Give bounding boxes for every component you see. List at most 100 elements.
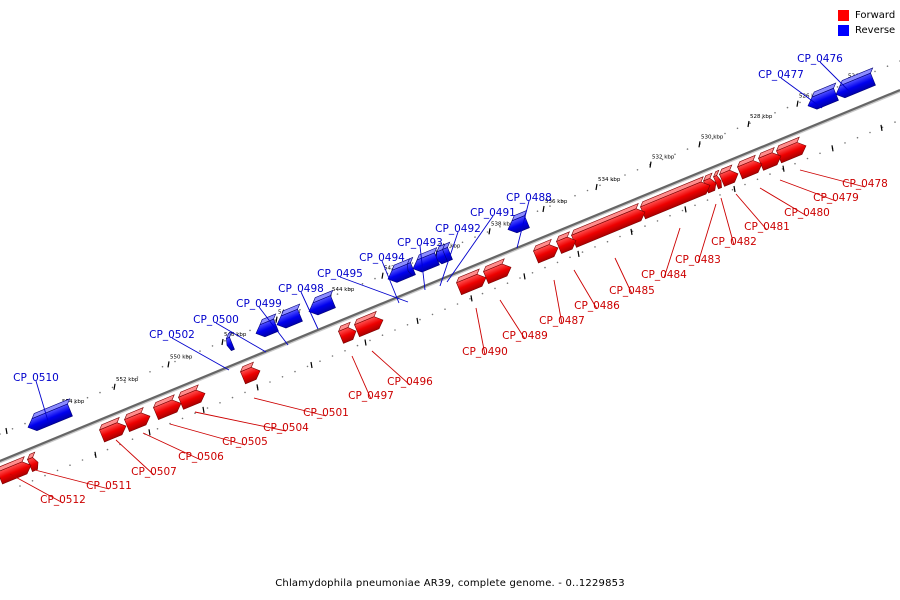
gene-label-cp-0493[interactable]: CP_0493: [397, 237, 443, 291]
gene-label-cp-0485[interactable]: CP_0485: [609, 257, 655, 297]
gene-cp-0484[interactable]: [639, 176, 712, 220]
gene-cp-0497[interactable]: [337, 321, 358, 344]
gene-label-cp-0507[interactable]: CP_0507: [115, 439, 177, 478]
gene-label-cp-0480[interactable]: CP_0480: [759, 187, 830, 219]
lower-track-dot: [44, 474, 46, 477]
gene-cp-0501[interactable]: [239, 361, 262, 385]
gene-label-cp-0512[interactable]: CP_0512: [9, 473, 86, 506]
upper-track-dot: [224, 340, 226, 342]
gene-cp-0477[interactable]: [804, 82, 842, 112]
lower-scale-tick: [630, 228, 633, 235]
gene-name: CP_0500: [193, 314, 239, 326]
gene-cp-0511[interactable]: [26, 451, 41, 472]
lower-track-dot: [56, 469, 59, 472]
gene-arrow: [27, 403, 73, 432]
gene-label-cp-0483[interactable]: CP_0483: [675, 203, 721, 266]
gene-cp-0478[interactable]: [775, 136, 808, 164]
gene-cp-0507[interactable]: [98, 416, 128, 443]
legend-forward: Forward: [838, 8, 895, 23]
gene-label-cp-0488[interactable]: CP_0488: [506, 192, 552, 249]
gene-label-cp-0477[interactable]: CP_0477: [758, 69, 823, 109]
gene-name: CP_0512: [40, 494, 86, 506]
gene-label-cp-0499[interactable]: CP_0499: [236, 298, 289, 346]
gene-label-cp-0479[interactable]: CP_0479: [779, 179, 859, 204]
upper-track-dot: [686, 148, 689, 150]
lower-track-dot: [806, 157, 809, 160]
upper-track-dot: [636, 169, 639, 171]
gene-label-cp-0504[interactable]: CP_0504: [194, 411, 309, 434]
upper-track-dot: [711, 137, 714, 140]
gene-cp-0493[interactable]: [409, 247, 443, 275]
lower-track-dot: [406, 324, 409, 326]
gene-cp-0504[interactable]: [177, 384, 207, 410]
gene-cp-0506[interactable]: [123, 406, 152, 433]
scale-tick-label: 544 kbp: [332, 287, 355, 293]
gene-name: CP_0507: [131, 466, 177, 478]
upper-track-dot: [186, 355, 189, 358]
legend-forward-label: Forward: [855, 10, 896, 21]
forward-swatch: [838, 10, 849, 21]
gene-label-cp-0487[interactable]: CP_0487: [539, 279, 585, 327]
upper-track-dot: [161, 365, 164, 368]
lower-track-dot: [31, 480, 34, 482]
gene-label-cp-0498[interactable]: CP_0498: [278, 283, 324, 330]
lower-track-dot: [556, 261, 559, 264]
gene-cp-0490[interactable]: [455, 268, 488, 296]
lower-track-dot: [694, 204, 696, 207]
gene-cp-0510[interactable]: [24, 398, 76, 434]
lower-track-dot: [706, 199, 709, 201]
upper-track-dot: [486, 231, 489, 233]
leader-line: [169, 423, 246, 446]
gene-label-cp-0491[interactable]: CP_0491: [446, 207, 516, 283]
gene-label-cp-0511[interactable]: CP_0511: [34, 469, 132, 492]
gene-cp-0487[interactable]: [532, 238, 560, 264]
gene-label-cp-0505[interactable]: CP_0505: [169, 423, 268, 448]
gene-cp-0500[interactable]: [252, 313, 282, 339]
gene-name: CP_0504: [263, 422, 309, 434]
gene-label-cp-0489[interactable]: CP_0489: [499, 299, 548, 342]
gene-label-cp-0500[interactable]: CP_0500: [193, 314, 267, 353]
gene-cp-0489[interactable]: [482, 258, 513, 285]
scale-tick-label: 528 kbp: [750, 114, 773, 120]
gene-label-cp-0482[interactable]: CP_0482: [711, 197, 757, 248]
lower-track-dot: [494, 287, 496, 290]
gene-name: CP_0490: [462, 346, 508, 358]
lower-scale-tick: [831, 145, 834, 152]
gene-label-cp-0490[interactable]: CP_0490: [462, 307, 508, 358]
gene-cp-0482[interactable]: [712, 169, 725, 190]
gene-cp-0479[interactable]: [757, 146, 783, 171]
gene-label-cp-0495[interactable]: CP_0495: [317, 268, 409, 303]
gene-arrow: [556, 236, 577, 254]
gene-label-cp-0496[interactable]: CP_0496: [371, 350, 433, 388]
gene-label-cp-0510[interactable]: CP_0510: [13, 372, 59, 422]
gene-cp-0480[interactable]: [736, 154, 764, 180]
gene-label-cp-0476[interactable]: CP_0476: [797, 53, 851, 93]
gene-label-cp-0497[interactable]: CP_0497: [348, 355, 394, 402]
gene-cp-0512[interactable]: [0, 456, 33, 485]
gene-label-cp-0486[interactable]: CP_0486: [573, 269, 620, 312]
leader-line: [819, 61, 851, 93]
gene-name: CP_0481: [744, 221, 790, 233]
gene-cp-0495[interactable]: [404, 256, 419, 277]
gene-cp-0476[interactable]: [832, 67, 879, 100]
scale-tick: [488, 228, 491, 235]
gene-label-cp-0492[interactable]: CP_0492: [435, 223, 481, 287]
gene-cp-0481[interactable]: [718, 164, 740, 187]
gene-cp-0485[interactable]: [570, 202, 647, 248]
gene-cp-0486[interactable]: [555, 231, 578, 254]
gene-label-cp-0494[interactable]: CP_0494: [359, 252, 405, 304]
gene-label-cp-0484[interactable]: CP_0484: [641, 227, 687, 281]
gene-label-cp-0501[interactable]: CP_0501: [253, 397, 349, 419]
gene-label-cp-0506[interactable]: CP_0506: [142, 432, 224, 463]
gene-label-cp-0502[interactable]: CP_0502: [149, 329, 230, 371]
gene-cp-0492[interactable]: [432, 243, 451, 265]
upper-track-dot: [199, 350, 201, 352]
gene-label-cp-0478[interactable]: CP_0478: [799, 169, 888, 190]
gene-cp-0505[interactable]: [152, 394, 183, 421]
lower-track-dot: [631, 230, 634, 233]
gene-cp-0499[interactable]: [273, 303, 306, 331]
gene-label-cp-0481[interactable]: CP_0481: [735, 193, 790, 233]
upper-track-dot: [374, 277, 376, 280]
gene-cp-0496[interactable]: [353, 310, 385, 338]
gene-arrow: [835, 72, 876, 99]
